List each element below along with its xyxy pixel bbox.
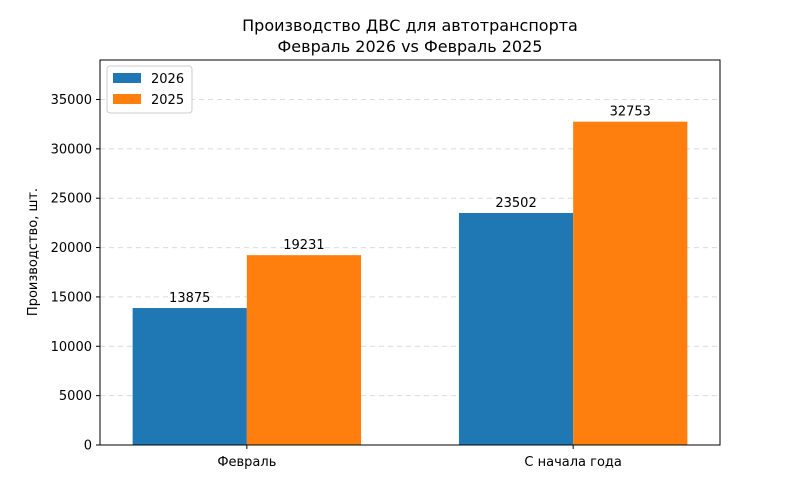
legend-swatch-2025 <box>113 94 141 104</box>
plot-frame <box>99 59 721 446</box>
data-label-2025-0: 19231 <box>283 238 324 253</box>
data-labels-layer: 13875 19231 23502 32753 <box>169 105 651 306</box>
chart-title-line2: Февраль 2026 vs Февраль 2025 <box>278 37 543 56</box>
y-tick-label: 15000 <box>51 290 92 305</box>
y-axis: 0 5000 10000 15000 20000 25000 30000 35000 <box>51 93 100 454</box>
y-tick-label: 20000 <box>51 241 92 256</box>
bar-2026-0 <box>132 308 247 445</box>
data-label-2025-1: 32753 <box>610 105 651 120</box>
legend-swatch-2026 <box>113 73 141 83</box>
x-tick-label: С начала года <box>524 455 621 470</box>
legend: 2026 2025 <box>106 65 193 114</box>
x-axis: Февраль С начала года <box>217 445 622 470</box>
y-tick-label: 25000 <box>51 192 92 207</box>
y-tick-label: 35000 <box>51 93 92 108</box>
y-tick-label: 30000 <box>51 142 92 157</box>
data-label-2026-0: 13875 <box>169 291 210 306</box>
y-tick-label: 5000 <box>59 389 92 404</box>
chart-title-line1: Производство ДВС для автотранспорта <box>242 16 578 35</box>
bar-2025-0 <box>246 255 362 445</box>
legend-label-2026: 2026 <box>151 72 184 87</box>
data-label-2026-1: 23502 <box>495 196 536 211</box>
y-tick-label: 10000 <box>51 340 92 355</box>
bar-2025-1 <box>573 121 688 446</box>
legend-label-2025: 2025 <box>151 93 184 108</box>
bars-layer <box>132 121 688 446</box>
x-tick-label: Февраль <box>217 455 276 470</box>
y-axis-label: Производство, шт. <box>26 188 41 316</box>
bar-2026-1 <box>458 212 574 445</box>
y-tick-label: 0 <box>84 439 92 454</box>
